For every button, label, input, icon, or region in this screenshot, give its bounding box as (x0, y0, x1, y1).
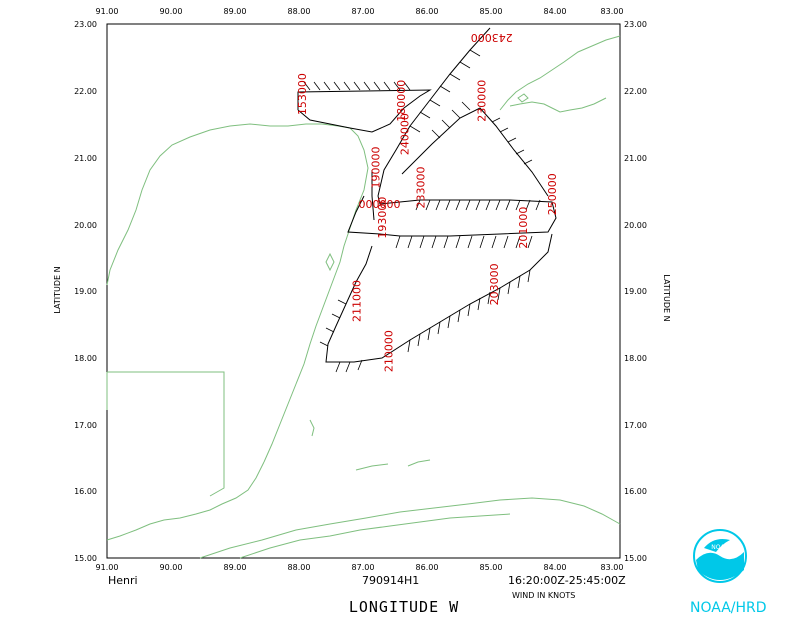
lon-tick-label-top: 85.00 (480, 7, 503, 16)
lat-ticks-right: 15.00 16.00 17.00 18.00 19.00 20.00 21.0… (624, 20, 647, 563)
country-border (107, 371, 225, 497)
time-label: 211000 (350, 280, 363, 322)
lat-tick-label-right: 22.00 (624, 87, 647, 96)
lat-tick-label-right: 23.00 (624, 20, 647, 29)
time-label: 201000 (517, 207, 530, 249)
lon-tick-label-bottom: 83.00 (601, 563, 624, 572)
cozumel (325, 252, 335, 272)
noaa-logo: NOAA (693, 529, 747, 583)
lon-tick-label-top: 89.00 (224, 7, 247, 16)
belize-coastline (106, 461, 265, 541)
lon-tick-label-top: 90.00 (160, 7, 183, 16)
lat-tick-label-left: 23.00 (74, 20, 97, 29)
time-label: 000000 (359, 197, 401, 210)
cuba-coastline (499, 35, 621, 111)
time-label: 230000 (475, 80, 488, 122)
lat-tick-label-right: 16.00 (624, 487, 647, 496)
lon-tick-label-bottom: 91.00 (96, 563, 119, 572)
lon-tick-label-bottom: 84.00 (544, 563, 567, 572)
lat-tick-label-right: 15.00 (624, 554, 647, 563)
lat-tick-label-right: 20.00 (624, 221, 647, 230)
coastlines (106, 35, 621, 559)
lat-tick-label-left: 18.00 (74, 354, 97, 363)
noaa-logo-wave (696, 552, 744, 580)
track-leg-west (297, 89, 432, 133)
time-label: 193000 (376, 197, 389, 239)
time-label: 243000 (471, 31, 513, 44)
lon-tick-label-bottom: 85.00 (480, 563, 503, 572)
honduras-coastline (199, 497, 621, 559)
lon-tick-label-top: 88.00 (288, 7, 311, 16)
lat-tick-label-left: 15.00 (74, 554, 97, 563)
track-leg-vert (371, 170, 375, 221)
lon-ticks-top: 91.00 90.00 89.00 88.00 87.00 86.00 85.0… (96, 7, 624, 16)
track-leg-east (347, 195, 557, 237)
lon-tick-label-bottom: 86.00 (416, 563, 439, 572)
flight-id: 790914H1 (362, 574, 419, 587)
time-label: 153000 (296, 73, 309, 115)
lat-tick-label-right: 18.00 (624, 354, 647, 363)
track-leg-diag (401, 107, 549, 197)
cuba-coastline-south (509, 97, 607, 113)
x-axis-title: LONGITUDE W (349, 598, 459, 616)
lon-tick-label-bottom: 89.00 (224, 563, 247, 572)
lon-tick-label-top: 87.00 (352, 7, 375, 16)
lon-tick-label-top: 84.00 (544, 7, 567, 16)
time-label: 203000 (488, 263, 501, 305)
time-label: 240000 (398, 113, 411, 155)
isle-of-youth (517, 93, 529, 103)
noaa-logo-inner-text: NOAA (711, 544, 729, 551)
bay-islands (355, 463, 389, 471)
lat-tick-label-left: 22.00 (74, 87, 97, 96)
lat-tick-label-left: 20.00 (74, 221, 97, 230)
lon-tick-label-bottom: 88.00 (288, 563, 311, 572)
lat-tick-label-left: 19.00 (74, 287, 97, 296)
lon-tick-label-top: 83.00 (601, 7, 624, 16)
time-label: 233000 (414, 167, 427, 209)
time-window: 16:20:00Z-25:45:00Z (508, 574, 626, 587)
lat-tick-label-left: 17.00 (74, 421, 97, 430)
plot-frame (106, 23, 621, 559)
units-label: WIND IN KNOTS (512, 591, 575, 600)
lon-tick-label-bottom: 87.00 (352, 563, 375, 572)
noaa-bird-icon (704, 539, 730, 552)
y-axis-title-right: LATITUDE N (662, 274, 671, 321)
lon-tick-label-top: 86.00 (416, 7, 439, 16)
time-label: 250000 (546, 173, 559, 215)
wind-barbs (303, 49, 541, 373)
lat-tick-label-right: 21.00 (624, 154, 647, 163)
lat-tick-label-right: 19.00 (624, 287, 647, 296)
lon-tick-label-bottom: 90.00 (160, 563, 183, 572)
track-leg-north (377, 27, 491, 197)
time-label: 210000 (382, 330, 395, 372)
lat-tick-label-left: 21.00 (74, 154, 97, 163)
time-label: 180000 (395, 80, 408, 122)
lon-ticks-bottom: 91.00 90.00 89.00 88.00 87.00 86.00 85.0… (96, 563, 624, 572)
lat-tick-label-right: 17.00 (624, 421, 647, 430)
lat-tick-label-left: 16.00 (74, 487, 97, 496)
noaa-hrd-label: NOAA/HRD (690, 600, 767, 616)
time-label: 190000 (370, 147, 383, 189)
lon-tick-label-top: 91.00 (96, 7, 119, 16)
flight-track (297, 27, 557, 363)
track-leg-south (325, 233, 553, 363)
storm-name: Henri (108, 574, 138, 587)
yucatan-coastline (106, 123, 369, 463)
cays (407, 459, 431, 467)
lighthouse-reef (309, 419, 315, 437)
lat-ticks-left: 15.00 16.00 17.00 18.00 19.00 20.00 21.0… (74, 20, 97, 563)
honduras-inland (239, 513, 511, 559)
y-axis-title-left: LATITUDE N (53, 266, 62, 313)
